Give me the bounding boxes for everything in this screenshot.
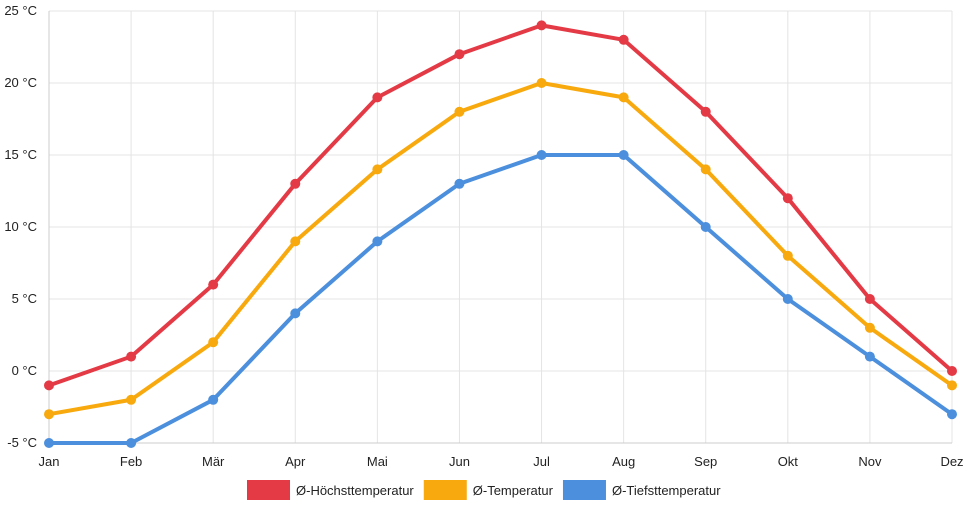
data-point[interactable]	[536, 78, 547, 88]
data-point[interactable]	[864, 322, 875, 333]
data-point[interactable]	[700, 164, 711, 175]
x-tick-label: Mai	[367, 454, 388, 469]
legend-item-0[interactable]: Ø-Höchsttemperatur	[247, 480, 414, 500]
series-2	[44, 150, 957, 448]
data-point[interactable]	[782, 193, 793, 204]
grid-layer	[48, 10, 953, 444]
data-point[interactable]	[947, 380, 957, 391]
data-point[interactable]	[208, 337, 219, 348]
data-point[interactable]	[44, 409, 54, 420]
y-tick-label: -5 °C	[7, 435, 37, 450]
series-line	[47, 23, 954, 388]
series-0	[44, 20, 957, 391]
x-tick-label: Jul	[533, 454, 550, 469]
data-point[interactable]	[947, 409, 957, 420]
data-point[interactable]	[208, 279, 219, 290]
data-point[interactable]	[618, 34, 629, 45]
x-tick-label: Jun	[449, 454, 470, 469]
x-tick-label: Jan	[39, 454, 60, 469]
data-point[interactable]	[618, 150, 629, 160]
data-point[interactable]	[782, 250, 793, 261]
data-point[interactable]	[126, 394, 137, 405]
series-layer	[44, 20, 957, 448]
data-point[interactable]	[536, 20, 547, 31]
y-tick-label: 0 °C	[12, 363, 37, 378]
data-point[interactable]	[536, 150, 547, 160]
series-line	[47, 153, 954, 445]
data-point[interactable]	[290, 236, 301, 247]
x-tick-label: Nov	[858, 454, 882, 469]
legend-swatch	[247, 480, 290, 500]
data-point[interactable]	[372, 236, 383, 247]
data-point[interactable]	[700, 222, 711, 232]
series-1	[44, 78, 957, 420]
legend-swatch	[562, 480, 606, 500]
data-point[interactable]	[126, 351, 137, 362]
data-point[interactable]	[454, 178, 465, 189]
legend-swatch	[423, 480, 467, 500]
data-point[interactable]	[372, 92, 383, 103]
x-tick-label: Aug	[612, 454, 635, 469]
legend-label: Ø-Temperatur	[473, 483, 554, 498]
data-point[interactable]	[126, 438, 137, 448]
data-point[interactable]	[44, 438, 54, 448]
data-point[interactable]	[782, 294, 793, 304]
data-point[interactable]	[618, 92, 629, 103]
data-point[interactable]	[44, 380, 54, 391]
x-tick-label: Feb	[120, 454, 142, 469]
data-point[interactable]	[947, 366, 957, 376]
x-tick-label: Mär	[202, 454, 225, 469]
legend-item-1[interactable]: Ø-Temperatur	[423, 480, 554, 500]
data-point[interactable]	[208, 394, 219, 405]
data-point[interactable]	[454, 106, 465, 117]
data-point[interactable]	[864, 294, 875, 304]
y-tick-label: 20 °C	[4, 75, 37, 90]
y-tick-label: 5 °C	[12, 291, 37, 306]
x-tick-label: Okt	[778, 454, 799, 469]
y-tick-label: 10 °C	[4, 219, 37, 234]
data-point[interactable]	[454, 49, 465, 60]
legend-label: Ø-Höchsttemperatur	[296, 483, 414, 498]
data-point[interactable]	[864, 351, 875, 362]
series-line	[47, 81, 954, 417]
data-point[interactable]	[290, 178, 301, 189]
data-point[interactable]	[372, 164, 383, 175]
legend-label: Ø-Tiefsttemperatur	[612, 483, 721, 498]
data-point[interactable]	[700, 106, 711, 117]
legend[interactable]: Ø-Höchsttemperatur Ø-Temperatur Ø-Tiefstte…	[247, 480, 721, 500]
y-tick-label: 15 °C	[4, 147, 37, 162]
x-tick-label: Apr	[285, 454, 306, 469]
x-tick-label: Sep	[694, 454, 717, 469]
x-tick-label: Dez	[940, 454, 963, 469]
y-tick-label: 25 °C	[4, 3, 37, 18]
legend-item-2[interactable]: Ø-Tiefsttemperatur	[562, 480, 721, 500]
data-point[interactable]	[290, 308, 301, 319]
